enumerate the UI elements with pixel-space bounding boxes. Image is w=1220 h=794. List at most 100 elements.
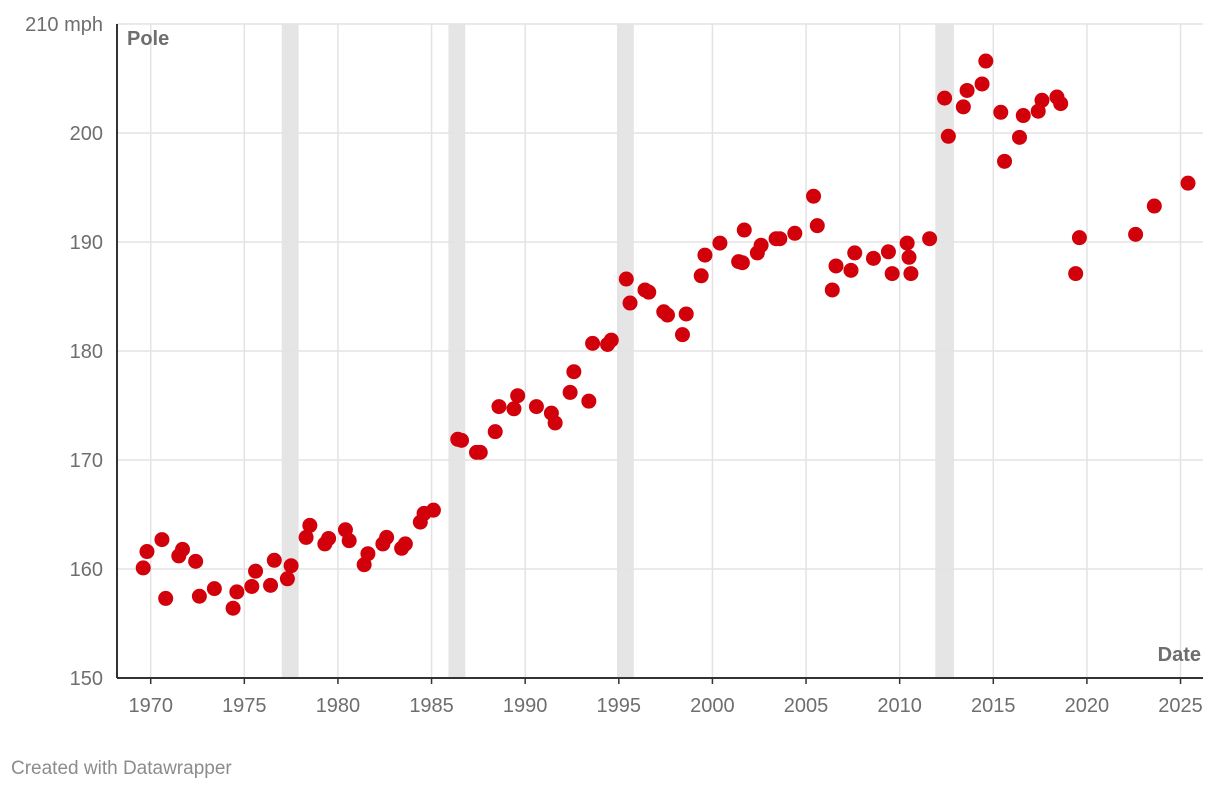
data-point-44: [562, 384, 578, 400]
data-point-79: [901, 249, 917, 265]
data-point-18: [298, 529, 314, 545]
data-point-85: [959, 82, 975, 98]
data-point-84: [955, 99, 971, 115]
data-point-93: [1034, 92, 1050, 108]
data-point-55: [659, 307, 675, 323]
data-point-100: [1180, 175, 1196, 191]
data-point-59: [697, 247, 713, 263]
data-point-10: [225, 600, 241, 616]
y-tick-label-210: 210 mph: [25, 14, 103, 36]
data-point-9: [206, 581, 222, 597]
x-tick-label-2025: 2025: [1158, 695, 1203, 717]
credit-footer: Created with Datawrapper: [11, 758, 232, 779]
y-tick-label-160: 160: [70, 559, 103, 581]
data-point-77: [884, 266, 900, 282]
data-point-21: [321, 530, 337, 546]
data-point-88: [993, 104, 1009, 120]
data-point-23: [341, 533, 357, 549]
data-point-3: [154, 532, 170, 548]
data-points: [135, 53, 1196, 616]
data-point-49: [603, 332, 619, 348]
x-tick-label-1980: 1980: [316, 695, 361, 717]
data-point-99: [1146, 198, 1162, 214]
data-point-96: [1068, 266, 1084, 282]
x-tick-label-1995: 1995: [597, 695, 642, 717]
gridlines: [117, 23, 1203, 678]
data-point-7: [188, 553, 204, 569]
data-point-68: [787, 225, 803, 241]
data-point-40: [510, 388, 526, 404]
data-point-13: [248, 563, 264, 579]
data-point-37: [487, 424, 503, 440]
data-point-17: [283, 558, 299, 574]
tick-labels: 1970 1975 1980 1985 1990 1995 2000 2005 2010 2015…: [25, 14, 1203, 717]
data-point-76: [880, 244, 896, 260]
data-point-95: [1053, 96, 1069, 112]
x-tick-label-2020: 2020: [1065, 695, 1110, 717]
data-point-74: [847, 245, 863, 261]
data-point-36: [472, 444, 488, 460]
data-point-41: [528, 399, 544, 415]
data-point-15: [266, 552, 282, 568]
x-axis-label: Date: [1158, 644, 1201, 666]
x-tick-label-1975: 1975: [222, 695, 267, 717]
data-point-2: [139, 544, 155, 560]
data-point-87: [978, 53, 994, 69]
data-point-82: [937, 90, 953, 106]
y-axis-label: Pole: [127, 28, 169, 50]
data-point-60: [712, 235, 728, 251]
data-point-62: [734, 255, 750, 271]
y-tick-label-150: 150: [70, 668, 103, 690]
data-point-86: [974, 76, 990, 92]
data-point-47: [585, 335, 601, 351]
data-point-50: [618, 271, 634, 287]
data-point-16: [279, 571, 295, 587]
x-tick-label-1985: 1985: [409, 695, 454, 717]
data-point-70: [809, 218, 825, 234]
data-point-69: [806, 188, 822, 204]
x-tick-label-2015: 2015: [971, 695, 1016, 717]
data-point-63: [736, 222, 752, 238]
data-point-19: [302, 517, 318, 533]
data-point-97: [1071, 230, 1087, 246]
x-tick-label-2005: 2005: [784, 695, 829, 717]
axes: [116, 24, 1203, 684]
data-point-73: [843, 262, 859, 278]
data-point-53: [641, 284, 657, 300]
data-point-1: [135, 560, 151, 576]
x-tick-label-2000: 2000: [690, 695, 735, 717]
scatter-chart: 1970 1975 1980 1985 1990 1995 2000 2005 2010 2015…: [25, 14, 1203, 717]
data-point-46: [581, 393, 597, 409]
data-point-12: [244, 578, 260, 594]
data-point-78: [899, 235, 915, 251]
data-point-11: [229, 584, 245, 600]
data-point-14: [263, 577, 279, 593]
data-point-89: [997, 153, 1013, 169]
y-tick-label-200: 200: [70, 123, 103, 145]
data-point-58: [693, 268, 709, 284]
data-point-75: [865, 250, 881, 266]
data-point-25: [360, 546, 376, 562]
data-point-34: [454, 432, 470, 448]
data-point-83: [940, 128, 956, 144]
data-point-27: [379, 529, 395, 545]
y-tick-label-180: 180: [70, 341, 103, 363]
data-point-71: [824, 282, 840, 298]
data-point-80: [903, 266, 919, 282]
data-point-91: [1015, 108, 1031, 124]
x-tick-label-1990: 1990: [503, 695, 548, 717]
x-tick-label-2010: 2010: [877, 695, 922, 717]
x-tick-label-1970: 1970: [128, 695, 173, 717]
data-point-38: [491, 399, 507, 415]
data-point-39: [506, 401, 522, 417]
data-point-45: [566, 364, 582, 380]
y-tick-label-190: 190: [70, 232, 103, 254]
data-point-32: [425, 502, 441, 518]
data-point-6: [175, 541, 191, 557]
data-point-72: [828, 258, 844, 274]
data-point-57: [678, 306, 694, 322]
data-point-8: [191, 588, 207, 604]
data-point-67: [772, 231, 788, 247]
data-point-81: [922, 231, 938, 247]
